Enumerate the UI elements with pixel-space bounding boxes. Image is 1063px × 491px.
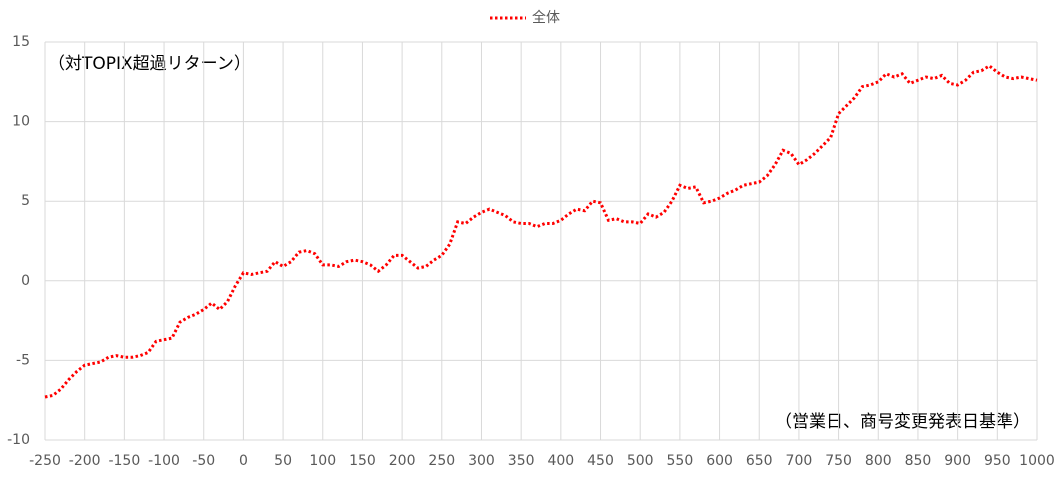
annotation: （営業日、商号変更発表日基準）: [775, 412, 1030, 432]
x-tick-label: 900: [944, 453, 971, 469]
x-tick-label: -150: [108, 453, 140, 469]
x-tick-label: 550: [667, 453, 694, 469]
x-tick-label: 600: [706, 453, 733, 469]
y-tick-label: -5: [16, 352, 30, 368]
x-tick-label: 300: [468, 453, 495, 469]
y-tick-label: -10: [7, 432, 30, 448]
x-tick-label: 500: [627, 453, 654, 469]
x-tick-label: 800: [865, 453, 892, 469]
x-tick-label: 0: [239, 453, 248, 469]
x-tick-label: -250: [29, 453, 61, 469]
x-tick-label: -100: [148, 453, 180, 469]
x-tick-label: 400: [547, 453, 574, 469]
x-tick-label: -50: [192, 453, 215, 469]
y-tick-label: 15: [12, 34, 30, 50]
line-series: [44, 64, 1038, 399]
annotation: （対TOPIX超過リターン）: [48, 54, 251, 74]
y-tick-label: 10: [12, 114, 30, 130]
x-tick-label: 950: [984, 453, 1011, 469]
x-tick-label: 650: [746, 453, 773, 469]
x-tick-label: 750: [825, 453, 852, 469]
x-tick-label: -200: [69, 453, 101, 469]
x-tick-label: 250: [428, 453, 455, 469]
x-tick-label: 150: [349, 453, 376, 469]
x-tick-label: 200: [389, 453, 416, 469]
x-tick-label: 700: [786, 453, 813, 469]
x-tick-label: 1000: [1019, 453, 1055, 469]
x-tick-label: 350: [508, 453, 535, 469]
legend-label: 全体: [532, 9, 560, 26]
x-tick-label: 50: [274, 453, 292, 469]
x-tick-label: 450: [587, 453, 614, 469]
y-tick-label: 0: [21, 273, 30, 289]
y-tick-label: 5: [21, 193, 30, 209]
x-tick-label: 850: [905, 453, 932, 469]
x-tick-label: 100: [309, 453, 336, 469]
